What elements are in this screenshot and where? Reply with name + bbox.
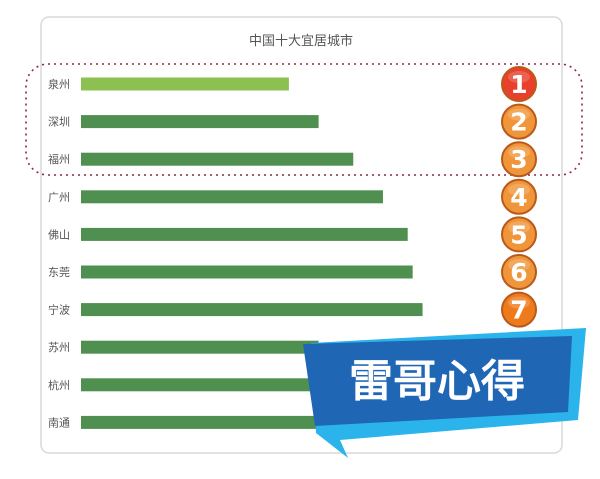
rank-shine bbox=[508, 221, 530, 234]
category-label: 广州 bbox=[48, 191, 70, 204]
category-label: 福州 bbox=[48, 152, 70, 166]
rank-number: 2 bbox=[510, 108, 527, 137]
bar bbox=[81, 415, 319, 429]
category-label: 宁波 bbox=[48, 303, 70, 317]
rank-shine bbox=[508, 146, 530, 159]
rank-circle bbox=[501, 254, 537, 290]
category-label: 佛山 bbox=[48, 228, 70, 241]
rank-circle bbox=[501, 178, 537, 215]
category-label: 南通 bbox=[48, 416, 70, 429]
rank-shine bbox=[508, 183, 530, 196]
bar bbox=[81, 190, 383, 204]
rank-circle bbox=[501, 103, 537, 140]
rank-circle bbox=[501, 291, 537, 328]
rank-circle bbox=[501, 216, 537, 253]
bar bbox=[81, 340, 319, 354]
category-label: 东莞 bbox=[48, 266, 70, 279]
rank-badge: 5 bbox=[501, 216, 537, 253]
rank-circle bbox=[501, 141, 537, 178]
bar bbox=[81, 303, 423, 317]
category-label: 深圳 bbox=[48, 116, 70, 129]
chart-title: 中国十大宜居城市 bbox=[249, 33, 353, 49]
rank-badge: 4 bbox=[501, 178, 537, 215]
rank-number: 5 bbox=[510, 220, 527, 249]
category-label: 泉州 bbox=[48, 77, 70, 91]
rank-shine bbox=[508, 296, 530, 309]
watermark-background-shape bbox=[303, 336, 572, 426]
bar bbox=[81, 77, 289, 91]
rank-number: 7 bbox=[510, 296, 527, 325]
rank-badge: 2 bbox=[501, 103, 537, 140]
rank-shine bbox=[508, 259, 530, 271]
rank-badge: 7 bbox=[501, 291, 537, 328]
rank-number: 6 bbox=[510, 258, 527, 287]
rank-number: 3 bbox=[510, 145, 527, 174]
category-label: 苏州 bbox=[48, 341, 70, 354]
rank-shine bbox=[508, 71, 530, 83]
watermark-text: 雷哥心得 bbox=[349, 356, 525, 407]
category-label: 杭州 bbox=[48, 378, 70, 392]
bar bbox=[81, 378, 319, 392]
rank-badge: 1 bbox=[501, 66, 537, 102]
rank-badge: 6 bbox=[501, 254, 537, 290]
rank-shine bbox=[508, 108, 530, 121]
bar bbox=[81, 265, 413, 279]
bar bbox=[81, 227, 408, 241]
rank-badge: 3 bbox=[501, 141, 537, 178]
rank-number: 4 bbox=[510, 183, 527, 212]
rank-number: 1 bbox=[510, 70, 527, 99]
watermark-badge: 雷哥心得 bbox=[303, 328, 586, 458]
bar bbox=[81, 115, 319, 129]
bar bbox=[81, 152, 354, 166]
rank-circle bbox=[501, 66, 537, 102]
